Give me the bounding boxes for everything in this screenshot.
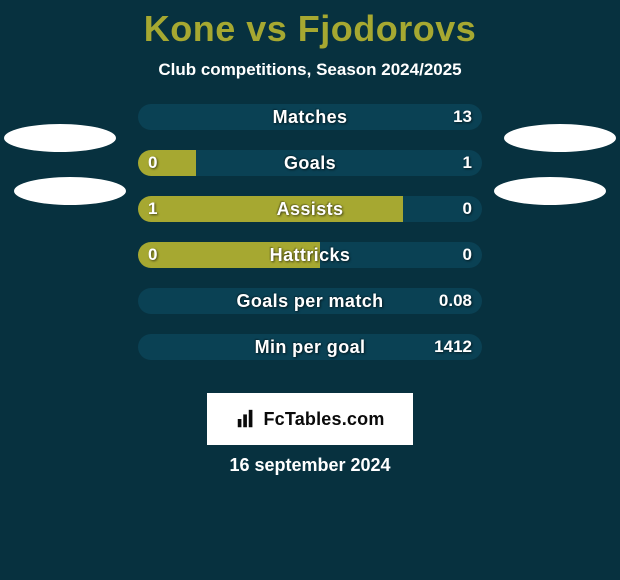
stat-bar: Goals xyxy=(138,150,482,176)
stat-row: Min per goal1412 xyxy=(0,334,620,360)
stat-row: Goals0 1 xyxy=(0,150,620,176)
subtitle: Club competitions, Season 2024/2025 xyxy=(0,60,620,80)
stat-row: Matches13 xyxy=(0,104,620,130)
stat-value-left: 0 xyxy=(138,242,167,268)
source-badge: FcTables.com xyxy=(207,393,413,445)
stat-value-right: 1412 xyxy=(424,334,482,360)
stat-value-right: 0 xyxy=(453,242,482,268)
stat-label: Assists xyxy=(138,196,482,222)
chart-icon xyxy=(235,408,257,430)
stat-value-left: 0 xyxy=(138,150,167,176)
stat-label: Hattricks xyxy=(138,242,482,268)
stat-row: Assists1 0 xyxy=(0,196,620,222)
stat-value-right: 1 xyxy=(453,150,482,176)
stat-bar: Matches xyxy=(138,104,482,130)
stat-label: Goals xyxy=(138,150,482,176)
stat-bar: Hattricks xyxy=(138,242,482,268)
stat-value-right: 13 xyxy=(443,104,482,130)
stat-row: Goals per match0.08 xyxy=(0,288,620,314)
page-title: Kone vs Fjodorovs xyxy=(0,0,620,50)
badge-text: FcTables.com xyxy=(263,409,384,430)
stat-row: Hattricks0 0 xyxy=(0,242,620,268)
stat-value-right: 0.08 xyxy=(429,288,482,314)
stat-bar: Assists xyxy=(138,196,482,222)
stat-value-right: 0 xyxy=(453,196,482,222)
stat-label: Matches xyxy=(138,104,482,130)
date-text: 16 september 2024 xyxy=(0,455,620,476)
stat-value-left: 1 xyxy=(138,196,167,222)
